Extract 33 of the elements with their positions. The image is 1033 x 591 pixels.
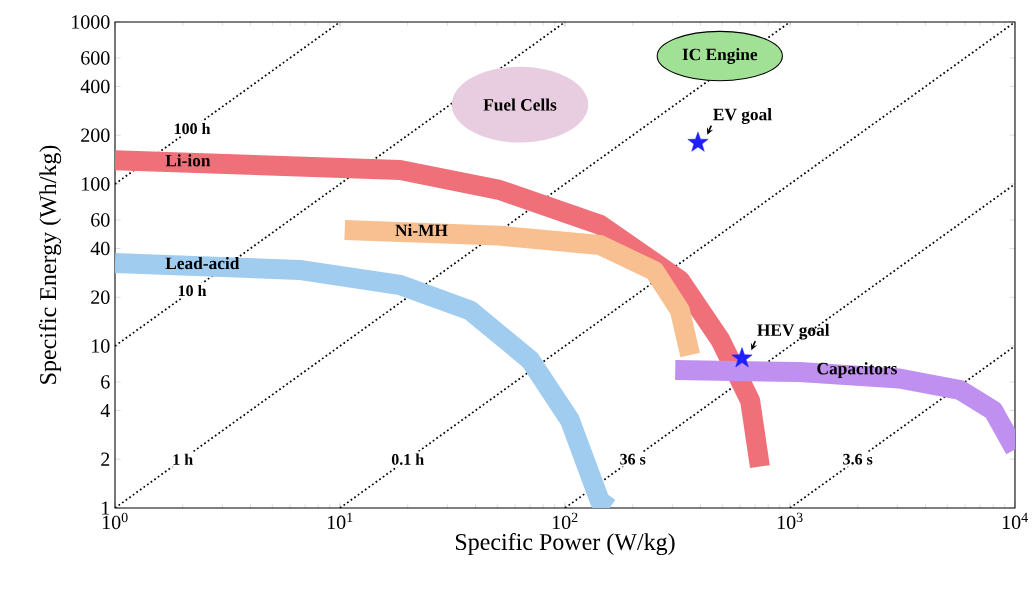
y-tick-label: 60 — [91, 213, 110, 227]
y-tick-label: 20 — [91, 290, 110, 304]
y-tick-label: 10 — [92, 339, 110, 353]
y-tick-label: 100 — [82, 177, 110, 191]
x-axis-title: Specific Power (W/kg) — [455, 533, 675, 556]
y-tick-label: 600 — [81, 51, 110, 65]
y-tick-label: 400 — [80, 79, 110, 94]
series-label: 36 s — [620, 453, 646, 465]
annotation: IC Engine — [682, 48, 758, 64]
y-tick-label: 6 — [101, 375, 110, 389]
series-label: 0.1 h — [391, 453, 424, 465]
series-label: Capacitors — [817, 362, 897, 378]
y-tick-label: 4 — [100, 403, 110, 418]
annotation: Fuel Cells — [483, 98, 557, 111]
series-label: Li-ion — [165, 154, 211, 167]
y-tick-label: 1 — [102, 501, 110, 515]
series-label: Ni-MH — [395, 223, 448, 237]
series-label: 10 h — [178, 284, 207, 297]
x-tick-label: 10$^{2}$ — [552, 512, 578, 530]
series-label: 1 h — [173, 453, 193, 465]
y-axis-title: Specific Energy (Wh/kg) — [39, 145, 62, 384]
y-tick-label: 1000 — [72, 15, 110, 29]
x-tick-label: 10$^{1}$ — [327, 512, 353, 530]
y-tick-label: 2 — [101, 452, 110, 466]
x-tick-label: 10$^{4}$ — [1002, 512, 1028, 530]
x-tick-label: 10$^{3}$ — [777, 512, 803, 530]
annotation: EV goal — [713, 108, 772, 124]
series-label: 100 h — [174, 122, 211, 135]
annotation: HEV goal — [757, 323, 830, 340]
y-tick-label: 200 — [81, 128, 110, 142]
series-label: Lead-acid — [165, 256, 240, 270]
series-label: 3.6 s — [843, 453, 873, 465]
y-tick-label: 40 — [90, 241, 110, 256]
